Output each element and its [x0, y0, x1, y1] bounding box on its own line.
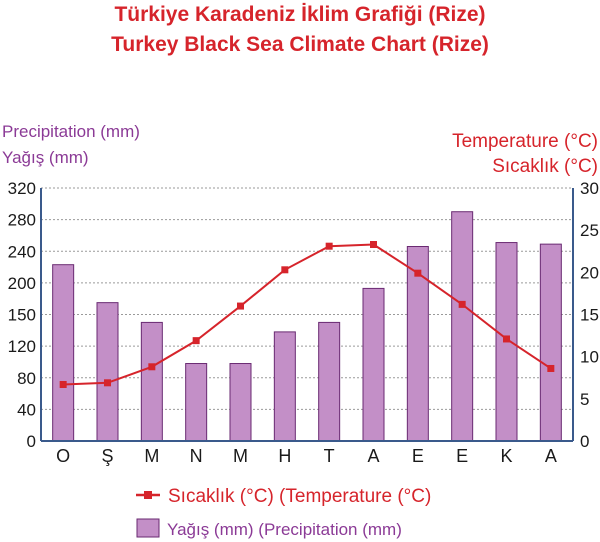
left-tick-label: 320 [8, 179, 36, 198]
category-label: T [324, 446, 335, 466]
left-tick-label: 40 [17, 400, 36, 419]
temperature-point [59, 380, 67, 388]
left-axis-title-english: Precipitation (mm) [2, 122, 140, 141]
right-tick-label: 25 [580, 221, 599, 240]
temperature-point [370, 241, 377, 249]
legend: Sıcaklık (°C) (Temperature (°C) Yağış (m… [136, 486, 431, 539]
temperature-point [281, 266, 289, 274]
category-label: H [278, 446, 291, 466]
right-tick-label: 15 [580, 306, 599, 325]
left-tick-label: 150 [8, 306, 36, 325]
legend-temperature-label: Sıcaklık (°C) (Temperature (°C) [168, 486, 431, 507]
left-tick-label: 200 [8, 274, 36, 293]
legend-temperature-marker [144, 491, 152, 499]
legend-precipitation-label: Yağış (mm) (Precipitation (mm) [167, 520, 402, 539]
category-label: M [144, 446, 159, 466]
precipitation-bar [362, 287, 385, 442]
left-tick-label: 240 [8, 242, 36, 261]
precipitation-bar [52, 264, 75, 442]
temperature-point [237, 302, 244, 310]
temperature-line [59, 241, 555, 388]
category-label: N [190, 446, 203, 466]
category-label: K [500, 446, 512, 466]
right-tick-label: 10 [580, 348, 599, 367]
category-label: E [456, 446, 468, 466]
precipitation-bar [229, 363, 252, 442]
left-tick-label: 120 [8, 337, 36, 356]
precipitation-bar [185, 363, 208, 442]
temperature-point [148, 363, 156, 371]
left-tick-label: 280 [8, 211, 36, 230]
temperature-polyline [63, 243, 552, 386]
axes [40, 188, 574, 442]
category-label: M [233, 446, 248, 466]
category-label: Ş [101, 446, 113, 466]
chart-title-turkish: Türkiye Karadeniz İklim Grafiği (Rize) [114, 3, 486, 26]
category-label: A [367, 446, 379, 466]
temperature-point [192, 337, 200, 345]
category-label: O [56, 446, 70, 466]
temperature-point [547, 364, 555, 372]
right-tick-label: 30 [580, 179, 599, 198]
chart-title-english: Turkey Black Sea Climate Chart (Rize) [111, 33, 489, 56]
temperature-point [458, 300, 466, 308]
category-label: E [412, 446, 424, 466]
temperature-point [104, 379, 111, 387]
right-axis-title-english: Temperature (°C) [452, 131, 598, 152]
right-axis-title-turkish: Sıcaklık (°C) [492, 156, 598, 177]
left-axis-ticks: 0 40 80 120 150 200 240 280 320 [8, 179, 36, 451]
right-tick-label: 0 [580, 432, 589, 451]
left-axis-title-turkish: Yağış (mm) [2, 148, 89, 167]
precipitation-bar [273, 331, 296, 442]
legend-precipitation-swatch [136, 518, 160, 538]
right-tick-label: 5 [580, 390, 589, 409]
right-axis-ticks: 0 5 10 15 20 25 30 [580, 179, 599, 451]
left-tick-label: 0 [27, 432, 36, 451]
precipitation-bar [539, 243, 562, 442]
right-tick-label: 20 [580, 263, 599, 282]
left-tick-label: 80 [17, 369, 36, 388]
temperature-point [325, 242, 333, 250]
precipitation-bar [451, 211, 474, 442]
temperature-point [414, 269, 422, 277]
precipitation-bars [52, 211, 562, 442]
temperature-point [503, 335, 510, 343]
precipitation-bar [96, 302, 119, 442]
precipitation-bar [318, 321, 341, 442]
precipitation-bar [140, 321, 163, 442]
grid-lines [41, 187, 573, 410]
category-label: A [545, 446, 557, 466]
